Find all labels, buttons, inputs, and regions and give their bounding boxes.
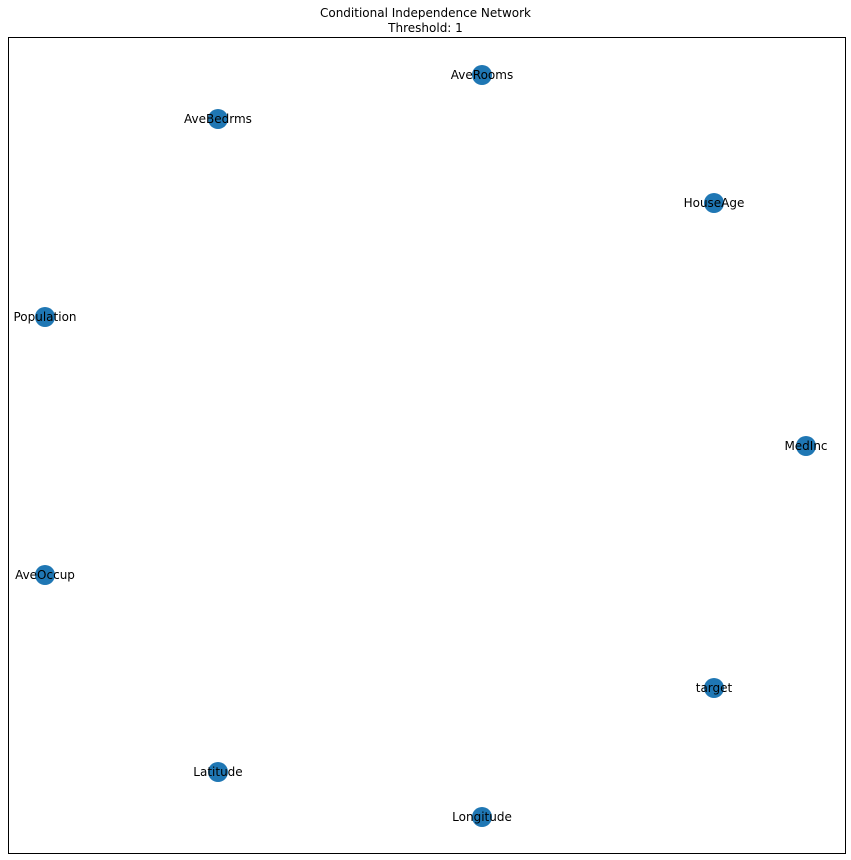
node-label: Longitude [452, 810, 512, 824]
node-circle [704, 678, 724, 698]
node-AveBedrms: AveBedrms [184, 109, 252, 129]
node-AveOccup: AveOccup [15, 565, 75, 585]
node-layer: MedInc HouseAge AveRooms AveBedrms Populatio… [13, 65, 828, 827]
node-circle [472, 807, 492, 827]
node-target: target [696, 678, 733, 698]
node-circle [796, 436, 816, 456]
node-HouseAge: HouseAge [684, 193, 745, 213]
node-circle [472, 65, 492, 85]
node-label: Population [13, 310, 76, 324]
node-circle [208, 762, 228, 782]
node-label: AveOccup [15, 568, 75, 582]
node-Latitude: Latitude [193, 762, 243, 782]
node-Longitude: Longitude [452, 807, 512, 827]
node-label: AveRooms [451, 68, 513, 82]
node-label: target [696, 681, 733, 695]
node-label: HouseAge [684, 196, 745, 210]
node-circle [208, 109, 228, 129]
node-AveRooms: AveRooms [451, 65, 513, 85]
chart-subtitle: Threshold: 1 [388, 21, 463, 35]
node-label: Latitude [193, 765, 242, 779]
node-label: MedInc [784, 439, 827, 453]
node-circle [35, 307, 55, 327]
node-circle [35, 565, 55, 585]
node-label: AveBedrms [184, 112, 252, 126]
chart-title-main: Conditional Independence Network [319, 6, 532, 20]
node-circle [704, 193, 724, 213]
node-Population: Population [13, 307, 77, 327]
node-MedInc: MedInc [784, 436, 828, 456]
plot-frame [8, 37, 846, 854]
chart-title: Conditional Independence Network Thresho… [0, 6, 851, 36]
